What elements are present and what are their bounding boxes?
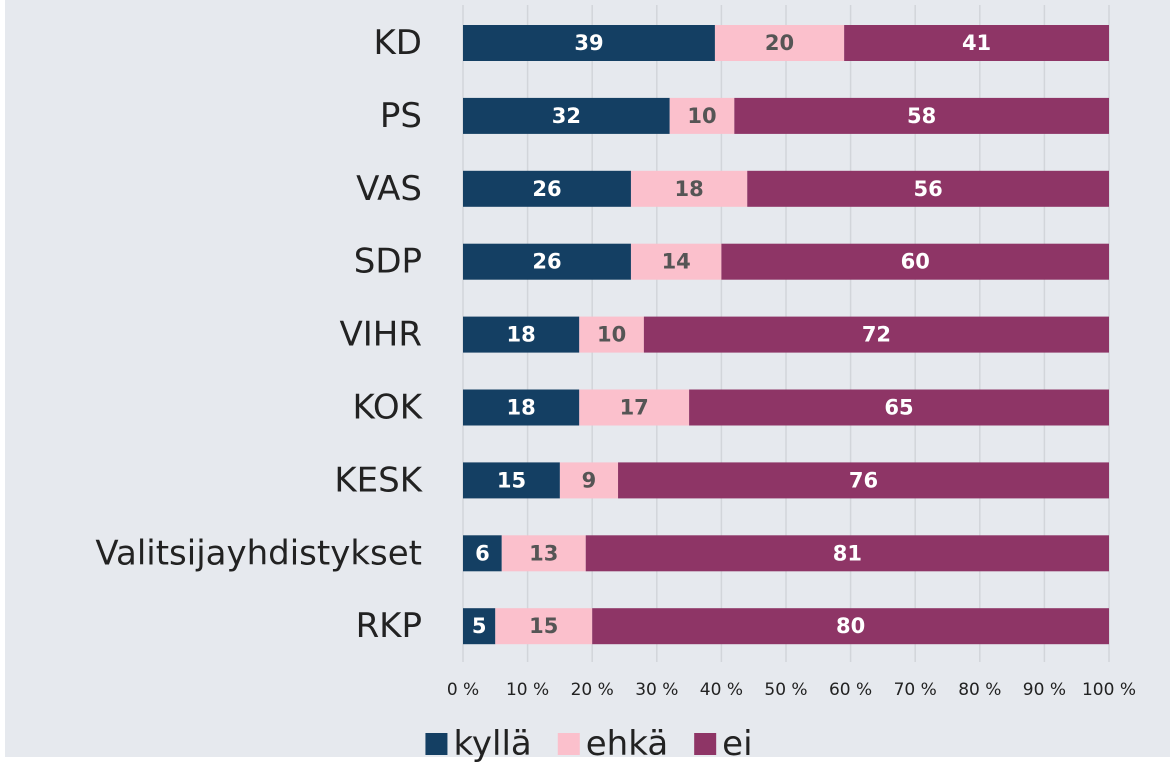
data-label: 13: [529, 541, 558, 565]
bar-segment: [463, 25, 715, 61]
data-label: 56: [914, 177, 943, 201]
x-tick-label: 60 %: [829, 680, 872, 700]
data-label: 72: [862, 323, 891, 347]
legend-swatch: [694, 733, 717, 755]
x-tick-label: 90 %: [1023, 680, 1066, 700]
data-label: 5: [472, 614, 487, 638]
bar-segment: [721, 243, 1109, 280]
x-tick-label: 0 %: [447, 680, 479, 700]
data-label: 18: [507, 323, 536, 347]
bar-segment: [630, 170, 748, 207]
bar-segment: [463, 535, 502, 572]
data-label: 65: [884, 396, 913, 420]
data-label: 9: [582, 468, 597, 492]
x-tick-label: 100 %: [1082, 680, 1136, 700]
data-label: 20: [765, 31, 794, 55]
x-tick-label: 10 %: [506, 680, 549, 700]
x-tick-label: 20 %: [571, 680, 614, 700]
bar-segment: [669, 97, 735, 134]
data-label: 41: [962, 31, 991, 55]
data-label: 15: [497, 468, 526, 492]
bar-segment: [844, 25, 1109, 61]
bar-segment: [463, 243, 631, 280]
legend-swatch: [425, 733, 448, 755]
legend-label: ei: [722, 724, 752, 762]
bar-segment: [630, 243, 722, 280]
bar-segment: [559, 462, 619, 499]
x-tick-label: 30 %: [635, 680, 678, 700]
bar-segment: [689, 389, 1109, 426]
data-label: 81: [833, 541, 862, 565]
bar-segment: [618, 462, 1109, 499]
category-label: VAS: [356, 169, 422, 209]
x-tick-label: 40 %: [700, 680, 743, 700]
category-label: KOK: [353, 388, 424, 428]
bar-segment: [747, 170, 1109, 207]
data-label: 10: [687, 104, 716, 128]
data-label: 17: [620, 396, 649, 420]
bar-segment: [495, 608, 593, 645]
data-label: 60: [901, 250, 930, 274]
bar-segment: [463, 316, 580, 353]
bar-segment: [463, 170, 631, 207]
bar-segment: [463, 462, 560, 499]
legend-swatch: [557, 733, 580, 755]
data-label: 14: [662, 250, 691, 274]
data-label: 39: [574, 31, 603, 55]
category-label: VIHR: [340, 315, 422, 355]
bar-segment: [463, 389, 580, 426]
bar-segment: [463, 608, 496, 645]
legend-label: ehkä: [586, 724, 668, 762]
x-tick-label: 70 %: [894, 680, 937, 700]
category-label: RKP: [356, 606, 422, 646]
bar-segment: [714, 25, 845, 61]
bar-segment: [592, 608, 1109, 645]
category-label: Valitsijayhdistykset: [95, 533, 422, 573]
bar-segment: [734, 97, 1109, 134]
category-label: KD: [374, 23, 422, 63]
data-label: 58: [907, 104, 936, 128]
x-tick-label: 80 %: [958, 680, 1001, 700]
category-label: SDP: [354, 242, 422, 282]
bar-segment: [585, 535, 1109, 572]
data-label: 26: [532, 177, 561, 201]
x-tick-label: 50 %: [764, 680, 807, 700]
bar-segment: [579, 316, 644, 353]
bar-segment: [463, 97, 670, 134]
data-label: 80: [836, 614, 865, 638]
data-label: 18: [507, 396, 536, 420]
data-label: 76: [849, 468, 878, 492]
data-label: 15: [529, 614, 558, 638]
category-label: PS: [380, 96, 422, 136]
bar-segment: [643, 316, 1109, 353]
data-label: 6: [475, 541, 490, 565]
category-label: KESK: [334, 460, 423, 500]
legend-label: kyllä: [453, 724, 531, 762]
data-label: 26: [532, 250, 561, 274]
bar-segment: [501, 535, 586, 572]
data-label: 10: [597, 323, 626, 347]
data-label: 32: [552, 104, 581, 128]
data-label: 18: [674, 177, 703, 201]
bar-segment: [579, 389, 690, 426]
